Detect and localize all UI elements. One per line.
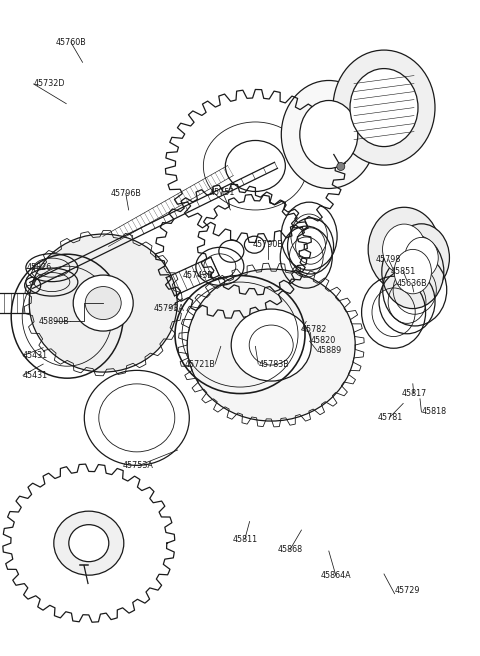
Text: 45760B: 45760B [56,38,86,47]
Text: 45793A: 45793A [154,304,184,313]
Text: 45818: 45818 [421,407,446,417]
Ellipse shape [281,81,376,188]
Ellipse shape [29,234,177,372]
Text: 45864A: 45864A [321,571,351,581]
Ellipse shape [382,235,444,308]
Ellipse shape [368,207,440,291]
Ellipse shape [231,309,311,381]
Ellipse shape [333,50,435,165]
Text: 45729: 45729 [395,586,420,595]
Text: 45431: 45431 [23,371,48,380]
Text: 45431: 45431 [23,351,48,360]
Text: 45868: 45868 [277,545,302,554]
Text: 45783B: 45783B [258,359,289,369]
Ellipse shape [394,249,432,294]
Text: 45753A: 45753A [123,461,154,470]
Circle shape [337,163,345,171]
Ellipse shape [405,237,438,278]
Text: 45811: 45811 [232,535,257,544]
Text: 45781: 45781 [377,413,402,422]
Ellipse shape [383,224,426,274]
Text: 45732D: 45732D [34,79,65,89]
Ellipse shape [350,69,418,146]
Ellipse shape [73,275,133,331]
Text: 45798: 45798 [376,255,401,264]
Text: 45790B: 45790B [252,239,283,249]
Ellipse shape [394,224,449,292]
Text: 45889: 45889 [317,346,342,355]
Text: 45636B: 45636B [396,279,427,288]
Text: 45890B: 45890B [38,317,69,326]
Text: 45751: 45751 [210,188,235,197]
Ellipse shape [54,511,124,575]
Text: 45721B: 45721B [184,359,215,369]
Ellipse shape [85,287,121,319]
Ellipse shape [69,525,109,562]
Text: 45796B: 45796B [110,189,141,198]
Text: 45820: 45820 [311,336,336,345]
Ellipse shape [187,269,355,421]
Ellipse shape [300,100,358,169]
Text: 45826: 45826 [26,263,52,272]
Text: 45782: 45782 [301,325,327,335]
Text: 45851: 45851 [391,267,416,276]
Text: 45817: 45817 [401,389,426,398]
Text: 45743B: 45743B [182,271,213,280]
